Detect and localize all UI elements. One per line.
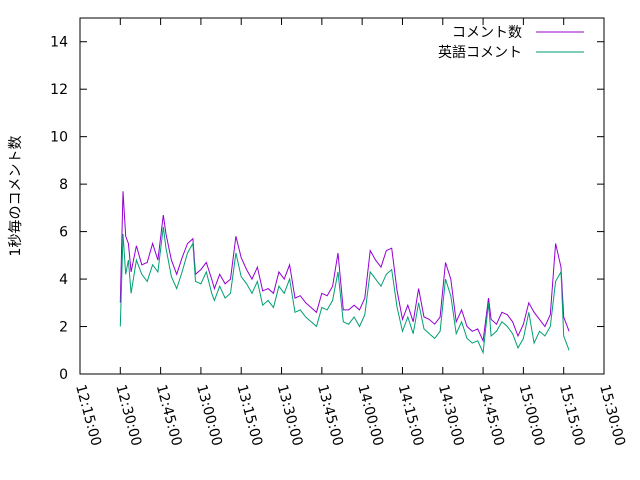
y-tick-label: 4 bbox=[59, 272, 68, 288]
y-tick-label: 8 bbox=[59, 177, 68, 193]
legend-label: コメント数 bbox=[452, 25, 522, 41]
y-tick-label: 0 bbox=[59, 367, 68, 383]
x-tick-label: 13:30:00 bbox=[274, 383, 306, 448]
series-line-1 bbox=[119, 226, 570, 355]
x-tick-label: 15:15:00 bbox=[556, 383, 588, 448]
x-tick-label: 15:30:00 bbox=[596, 383, 628, 448]
legend-label: 英語コメント bbox=[438, 44, 522, 61]
x-tick-label: 12:15:00 bbox=[72, 383, 104, 448]
plot-frame bbox=[79, 17, 605, 375]
y-tick-label: 12 bbox=[50, 82, 68, 98]
x-tick-label: 14:45:00 bbox=[475, 383, 507, 448]
x-axis: 12:15:00 12:30:00 12:45:00 13:00:00 13:15:00… bbox=[72, 18, 628, 448]
y-tick-label: 14 bbox=[50, 35, 68, 51]
y-axis: 0 2 4 6 8 10 12 14 bbox=[50, 35, 604, 383]
x-tick-label: 14:15:00 bbox=[395, 383, 427, 448]
x-tick-label: 13:45:00 bbox=[314, 383, 346, 448]
x-tick-label: 14:00:00 bbox=[354, 383, 386, 448]
y-tick-label: 2 bbox=[59, 320, 68, 336]
series-layer bbox=[119, 191, 570, 355]
x-tick-label: 15:00:00 bbox=[516, 383, 548, 448]
y-tick-label: 10 bbox=[50, 130, 68, 146]
x-tick-label: 13:15:00 bbox=[233, 383, 265, 448]
x-tick-label: 12:45:00 bbox=[153, 383, 185, 448]
x-tick-label: 13:00:00 bbox=[193, 383, 225, 448]
x-tick-label: 14:30:00 bbox=[435, 383, 467, 448]
y-axis-label: 1秒毎のコメント数 bbox=[8, 136, 24, 257]
series-line-0 bbox=[119, 191, 570, 343]
x-tick-label: 12:30:00 bbox=[112, 383, 144, 448]
y-tick-label: 6 bbox=[59, 225, 68, 241]
